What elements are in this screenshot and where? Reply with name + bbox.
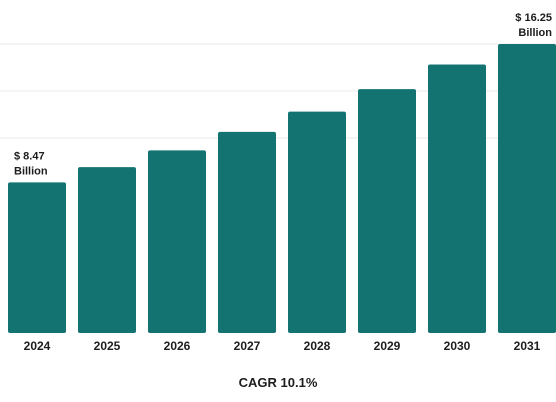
cagr-label: CAGR 10.1% — [239, 375, 318, 390]
x-tick-label-2031: 2031 — [514, 339, 541, 353]
bar-2025 — [78, 167, 136, 333]
bar-2028 — [288, 111, 346, 333]
data-label-unit-2031: Billion — [518, 27, 552, 39]
bar-2030 — [428, 64, 486, 334]
x-tick-label-2026: 2026 — [164, 339, 191, 353]
bars — [8, 44, 556, 334]
x-tick-label-2027: 2027 — [234, 339, 261, 353]
x-tick-label-2030: 2030 — [444, 339, 471, 353]
data-label-value-2024: $ 8.47 — [14, 150, 45, 162]
bar-2027 — [218, 131, 276, 333]
x-tick-label-2029: 2029 — [374, 339, 401, 353]
x-axis-ticks: 2024 2025 2026 2027 2028 2029 2030 2031 — [24, 339, 541, 353]
bar-2029 — [358, 89, 416, 334]
bar-2026 — [148, 150, 206, 333]
x-tick-label-2025: 2025 — [94, 339, 121, 353]
data-label-unit-2024: Billion — [14, 165, 48, 177]
x-tick-label-2028: 2028 — [304, 339, 331, 353]
data-labels: $ 8.47 Billion $ 16.25 Billion — [14, 12, 552, 177]
data-label-value-2031: $ 16.25 — [515, 12, 552, 24]
x-tick-label-2024: 2024 — [24, 339, 51, 353]
bar-2024 — [8, 182, 66, 333]
bar-2031 — [498, 44, 556, 333]
